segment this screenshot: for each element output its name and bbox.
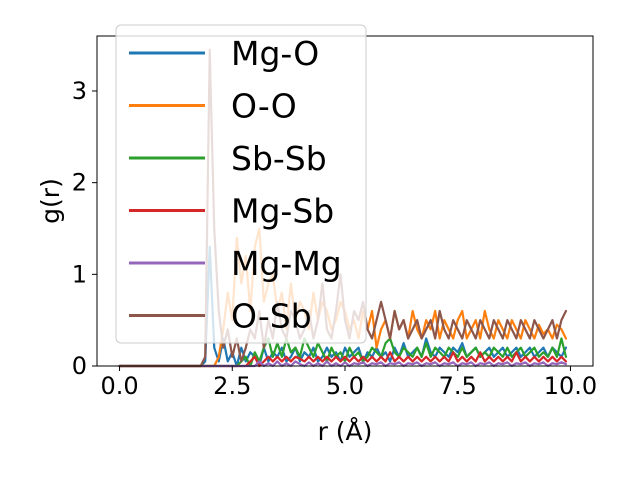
y-tick-label: 1 — [72, 260, 87, 288]
x-tick-label: 2.5 — [213, 372, 251, 400]
x-tick-label: 10.0 — [544, 372, 597, 400]
legend: Mg-O O-O Sb-Sb Mg-Sb Mg-Mg O-Sb — [115, 24, 367, 344]
y-tick-label: 3 — [72, 77, 87, 105]
legend-label-o-o: O-O — [231, 87, 297, 126]
legend-label-sb-sb: Sb-Sb — [231, 139, 327, 178]
y-tick-label: 2 — [72, 169, 87, 197]
legend-label-mg-o: Mg-O — [231, 34, 319, 73]
legend-label-mg-sb: Mg-Sb — [231, 192, 334, 231]
x-tick-label: 0.0 — [100, 372, 138, 400]
legend-label-mg-mg: Mg-Mg — [231, 244, 342, 283]
legend-label-o-sb: O-Sb — [231, 297, 312, 336]
x-tick-label: 7.5 — [439, 372, 477, 400]
axes-layer: 0.0 2.5 5.0 7.5 10.0 0 1 2 3 r (Å) g(r) — [36, 35, 597, 446]
x-axis-label: r (Å) — [318, 417, 373, 446]
y-axis-label: g(r) — [36, 178, 65, 224]
x-tick-label: 5.0 — [326, 372, 364, 400]
y-tick-label: 0 — [72, 352, 87, 380]
